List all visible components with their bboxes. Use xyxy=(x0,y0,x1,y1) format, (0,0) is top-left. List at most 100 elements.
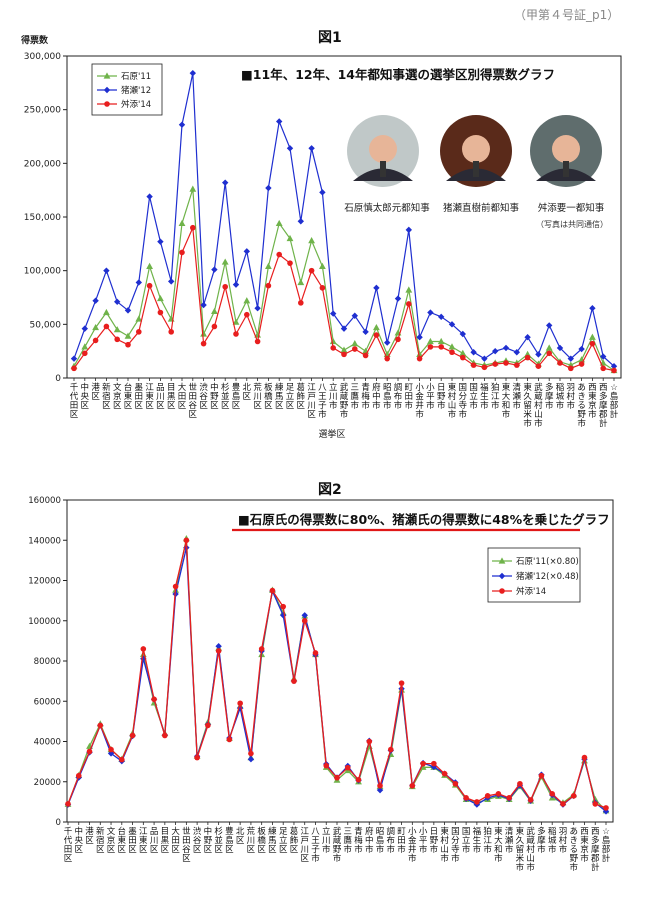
data-point xyxy=(233,331,239,337)
data-point xyxy=(427,337,434,345)
data-point xyxy=(502,344,510,352)
x-tick-label: 練馬区 xyxy=(268,826,277,855)
microphone-icon xyxy=(473,161,479,177)
data-point xyxy=(190,224,196,231)
data-point xyxy=(211,307,218,315)
data-point xyxy=(86,748,93,755)
x-tick-label: 町田市 xyxy=(405,383,414,411)
data-point xyxy=(243,248,250,255)
data-point xyxy=(312,650,319,656)
data-point xyxy=(431,760,437,767)
data-point xyxy=(568,365,574,372)
y-tick-label: 160000 xyxy=(28,496,61,506)
data-point xyxy=(119,756,125,763)
data-point xyxy=(297,278,305,286)
photo-credit: （写真は共同通信） xyxy=(536,219,608,229)
data-point xyxy=(388,746,394,753)
x-tick-label: 北区 xyxy=(243,383,252,402)
x-tick-label: 大田区 xyxy=(171,826,180,855)
data-point xyxy=(222,283,228,290)
x-tick-label: 杉並区 xyxy=(214,826,223,855)
x-tick-label: 品川区 xyxy=(156,383,165,411)
data-point xyxy=(269,587,276,594)
data-point xyxy=(291,678,297,684)
data-point xyxy=(578,361,585,367)
data-point xyxy=(438,344,445,350)
x-tick-label: 羽村市 xyxy=(559,827,568,855)
data-point xyxy=(135,279,142,286)
data-point xyxy=(92,297,99,304)
y-tick-label: 0 xyxy=(55,374,61,384)
data-point xyxy=(557,360,563,366)
x-tick-label: 小金井市 xyxy=(408,826,417,864)
data-point xyxy=(162,732,168,739)
data-point xyxy=(406,301,412,307)
data-point xyxy=(205,722,211,729)
person-name: 猪瀬直樹前都知事 xyxy=(443,202,520,214)
x-tick-label: 日野市 xyxy=(430,827,439,855)
x-tick-label: 稲城市 xyxy=(556,382,565,411)
data-point xyxy=(600,365,606,372)
data-point xyxy=(330,345,337,351)
x-tick-label: 調布市 xyxy=(394,382,403,411)
data-point xyxy=(280,603,287,610)
x-tick-label: 東久留米市 xyxy=(523,382,532,429)
x-tick-label: 府中市 xyxy=(365,826,374,855)
x-tick-label: あきる野市 xyxy=(577,383,586,429)
x-tick-label: 千代田区 xyxy=(70,382,79,420)
data-point xyxy=(286,234,294,242)
data-point xyxy=(124,332,132,339)
data-point xyxy=(437,337,445,345)
data-point xyxy=(463,795,469,801)
y-tick-label: 100000 xyxy=(28,617,61,627)
data-point xyxy=(92,337,99,344)
chart-title: ■11年、12年、14年都知事選の選挙区別得票数グラフ xyxy=(241,67,555,82)
data-point xyxy=(449,349,455,356)
data-point xyxy=(124,307,132,314)
y-tick-label: 80000 xyxy=(34,657,61,667)
x-tick-label: 青梅市 xyxy=(354,826,363,855)
x-tick-label: 東久留米市 xyxy=(516,826,525,873)
x-tick-label: 東大和市 xyxy=(502,382,511,420)
data-point xyxy=(265,184,272,192)
x-tick-label: 世田谷区 xyxy=(189,382,198,420)
x-tick-label: 羽村市 xyxy=(567,383,576,411)
x-tick-label: 荒川区 xyxy=(253,382,262,411)
data-point xyxy=(319,262,326,269)
data-point xyxy=(474,799,480,805)
x-tick-label: 文京区 xyxy=(107,826,116,855)
data-point xyxy=(287,260,293,266)
x-axis-label: 選挙区 xyxy=(318,428,345,440)
x-tick-label: 武蔵村山市 xyxy=(526,826,535,873)
data-point xyxy=(146,262,153,269)
x-tick-label: 中野区 xyxy=(204,826,213,855)
x-tick-label: 目黒区 xyxy=(167,383,176,411)
x-tick-label: 三鷹市 xyxy=(344,827,353,855)
data-point xyxy=(366,738,373,745)
legend-marker xyxy=(498,572,506,580)
data-point xyxy=(265,282,272,289)
x-tick-label: 小平市 xyxy=(426,382,435,411)
legend-label: 猪瀬'12(×0.48) xyxy=(516,571,579,582)
data-point xyxy=(416,355,423,362)
x-tick-label: 台東区 xyxy=(118,826,127,855)
data-point xyxy=(416,350,423,357)
legend-marker xyxy=(104,101,110,107)
x-tick-label: 昭島市 xyxy=(376,827,385,855)
x-tick-label: 東村山市 xyxy=(440,826,449,864)
x-tick-label: 新宿区 xyxy=(96,826,105,855)
legend-marker xyxy=(499,588,505,594)
y-tick-label: 50,000 xyxy=(30,320,62,330)
x-tick-label: 小平市 xyxy=(419,826,428,855)
data-point xyxy=(578,345,585,353)
x-tick-label: 江戸川区 xyxy=(307,383,316,420)
data-point xyxy=(341,351,347,358)
data-point xyxy=(570,793,577,799)
data-point xyxy=(395,336,401,343)
x-tick-label: 北区 xyxy=(236,827,245,846)
y-tick-label: 140000 xyxy=(28,536,61,546)
x-tick-label: 渋谷区 xyxy=(193,826,202,855)
portrait-face xyxy=(552,135,580,163)
legend-marker xyxy=(103,86,111,94)
data-point xyxy=(70,355,78,362)
